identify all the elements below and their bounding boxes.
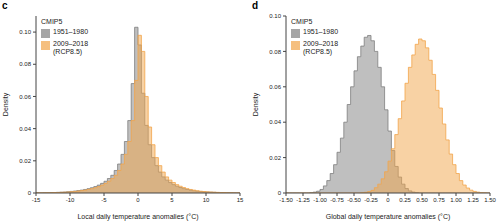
- svg-text:Density: Density: [252, 92, 260, 116]
- html-text:2009–2018 (RCP8.5): 2009–2018 (RCP8.5): [303, 40, 338, 55]
- svg-text:1.50: 1.50: [484, 197, 492, 203]
- svg-text:0: 0: [28, 190, 32, 196]
- svg-text:0.10: 0.10: [269, 13, 281, 19]
- svg-text:-0.75: -0.75: [330, 197, 344, 203]
- svg-text:1.00: 1.00: [450, 197, 462, 203]
- svg-text:0.04: 0.04: [19, 126, 31, 132]
- svg-text:Global daily temperature anoma: Global daily temperature anomalies (°C): [326, 213, 451, 221]
- html-text:1951–1980: 1951–1980: [303, 28, 338, 35]
- svg-text:-0.25: -0.25: [364, 197, 378, 203]
- svg-text:0.06: 0.06: [269, 84, 281, 90]
- svg-text:-10: -10: [66, 197, 75, 203]
- svg-text:0.08: 0.08: [19, 61, 31, 67]
- svg-text:0.02: 0.02: [19, 158, 31, 164]
- svg-text:0.25: 0.25: [399, 197, 411, 203]
- svg-text:0.06: 0.06: [19, 94, 31, 100]
- svg-text:0.08: 0.08: [269, 49, 281, 55]
- svg-text:0.02: 0.02: [269, 155, 281, 161]
- svg-text:0.04: 0.04: [269, 119, 281, 125]
- svg-text:0: 0: [278, 190, 282, 196]
- html-text:c: c: [2, 0, 8, 11]
- svg-text:10: 10: [203, 197, 210, 203]
- svg-text:0.10: 0.10: [19, 29, 31, 35]
- html-text:CMIP5: CMIP5: [291, 18, 313, 25]
- svg-text:1.25: 1.25: [467, 197, 479, 203]
- svg-text:0: 0: [386, 197, 390, 203]
- svg-text:-1.50: -1.50: [279, 197, 293, 203]
- svg-text:Local daily temperature anomal: Local daily temperature anomalies (°C): [77, 213, 198, 221]
- svg-text:0.50: 0.50: [416, 197, 428, 203]
- html-text:2009–2018 (RCP8.5): 2009–2018 (RCP8.5): [53, 40, 88, 55]
- svg-text:0: 0: [136, 197, 140, 203]
- svg-text:-5: -5: [101, 197, 107, 203]
- svg-text:-15: -15: [32, 197, 41, 203]
- html-text:1951–1980: 1951–1980: [53, 28, 88, 35]
- html-text:CMIP5: CMIP5: [41, 18, 63, 25]
- svg-text:15: 15: [237, 197, 244, 203]
- svg-text:0.75: 0.75: [433, 197, 445, 203]
- svg-text:5: 5: [170, 197, 174, 203]
- svg-text:-0.50: -0.50: [347, 197, 361, 203]
- svg-text:Density: Density: [8, 92, 10, 116]
- svg-text:-1.00: -1.00: [313, 197, 327, 203]
- html-text:d: d: [252, 0, 259, 11]
- svg-text:-1.25: -1.25: [296, 197, 310, 203]
